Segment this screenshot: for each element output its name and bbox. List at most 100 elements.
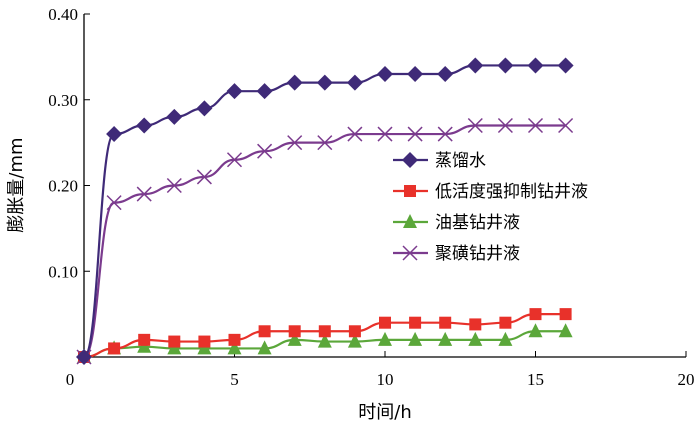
x-tick-label: 5 bbox=[230, 370, 239, 389]
legend-item: 油基钻井液 bbox=[393, 213, 520, 233]
x-tick-label: 15 bbox=[527, 370, 544, 389]
square-marker bbox=[228, 333, 241, 346]
cross-stroke bbox=[287, 135, 303, 151]
cross-marker bbox=[196, 169, 212, 185]
diamond-marker bbox=[407, 66, 424, 83]
legend-label: 油基钻井液 bbox=[435, 213, 520, 233]
triangle-marker bbox=[287, 331, 302, 346]
triangle-marker bbox=[257, 340, 272, 355]
x-axis-label: 时间/h bbox=[358, 402, 411, 423]
series-1 bbox=[78, 308, 572, 363]
square-marker bbox=[318, 325, 331, 338]
series-line bbox=[82, 64, 566, 359]
cross-marker bbox=[437, 126, 453, 142]
triangle-marker bbox=[438, 331, 453, 346]
square-marker bbox=[138, 333, 151, 346]
y-tick-label: 0.20 bbox=[48, 177, 78, 196]
diamond-marker bbox=[106, 126, 123, 143]
cross-marker bbox=[407, 126, 423, 142]
x-tick-label: 10 bbox=[377, 370, 394, 389]
triangle-marker bbox=[558, 323, 573, 338]
x-tick-label: 20 bbox=[678, 370, 695, 389]
cross-marker bbox=[136, 186, 152, 202]
diamond-marker bbox=[377, 66, 393, 83]
legend-label: 聚磺钻井液 bbox=[435, 244, 520, 264]
legend-label: 低活度强抑制钻井液 bbox=[435, 182, 588, 202]
cross-marker bbox=[377, 126, 393, 142]
diamond-marker bbox=[437, 66, 454, 83]
cross-marker bbox=[226, 152, 243, 168]
legend-item: 低活度强抑制钻井液 bbox=[393, 182, 588, 202]
triangle-marker bbox=[227, 340, 242, 355]
diamond-marker bbox=[527, 57, 544, 74]
cross-stroke bbox=[226, 152, 243, 168]
cross-marker bbox=[467, 117, 483, 134]
triangle-marker bbox=[378, 331, 392, 346]
square-marker bbox=[499, 316, 512, 329]
cross-stroke bbox=[437, 126, 453, 142]
square-marker bbox=[559, 308, 572, 321]
cross-stroke bbox=[467, 117, 483, 134]
square-marker bbox=[439, 316, 452, 329]
square-marker bbox=[404, 185, 416, 197]
cross-stroke bbox=[527, 117, 544, 134]
cross-stroke bbox=[257, 143, 273, 159]
cross-stroke bbox=[402, 245, 418, 261]
diamond-marker bbox=[467, 57, 484, 74]
cross-marker bbox=[527, 117, 544, 134]
cross-stroke bbox=[347, 126, 363, 142]
cross-stroke bbox=[377, 126, 393, 142]
triangle-marker bbox=[498, 331, 513, 346]
square-marker bbox=[288, 325, 301, 338]
y-tick-label: 0.30 bbox=[48, 91, 78, 110]
square-marker bbox=[168, 335, 181, 348]
cross-stroke bbox=[166, 177, 182, 194]
y-axis-label: 膨胀量/mm bbox=[6, 137, 27, 232]
diamond-marker bbox=[557, 57, 574, 74]
diamond-marker bbox=[497, 57, 514, 74]
cross-marker bbox=[287, 135, 303, 151]
cross-marker bbox=[402, 245, 418, 261]
triangle-marker bbox=[468, 331, 483, 346]
diamond-marker bbox=[402, 152, 418, 168]
cross-stroke bbox=[196, 169, 212, 185]
y-tick-label: 0.10 bbox=[48, 262, 78, 281]
cross-marker bbox=[106, 195, 122, 211]
diamond-marker bbox=[346, 74, 363, 91]
diamond-marker bbox=[76, 349, 92, 365]
series-3 bbox=[76, 117, 574, 365]
square-marker bbox=[469, 318, 482, 331]
legend-item: 聚磺钻井液 bbox=[393, 244, 520, 264]
square-marker bbox=[529, 308, 542, 321]
axes: 0.10 0.20 0.30 0.40 0 5 10 15 20 bbox=[48, 5, 694, 389]
cross-marker bbox=[558, 117, 574, 134]
diamond-marker bbox=[256, 83, 273, 100]
cross-marker bbox=[317, 135, 333, 151]
square-marker bbox=[198, 335, 211, 348]
diamond-marker bbox=[136, 117, 153, 134]
triangle-marker bbox=[403, 214, 417, 228]
cross-stroke bbox=[497, 117, 513, 134]
cross-marker bbox=[166, 177, 182, 194]
series-line bbox=[83, 124, 566, 359]
cross-stroke bbox=[136, 186, 152, 202]
square-marker bbox=[258, 325, 271, 338]
square-marker bbox=[348, 325, 361, 338]
diamond-marker bbox=[316, 74, 333, 91]
diamond-marker bbox=[226, 83, 243, 100]
legend-label: 蒸馏水 bbox=[435, 151, 486, 171]
cross-stroke bbox=[407, 126, 423, 142]
cross-stroke bbox=[106, 195, 122, 211]
triangle-marker bbox=[408, 331, 423, 346]
diamond-marker bbox=[166, 108, 183, 125]
cross-marker bbox=[257, 143, 273, 159]
cross-marker bbox=[497, 117, 513, 134]
triangle-marker bbox=[317, 333, 332, 348]
y-tick-label: 0.40 bbox=[48, 5, 78, 24]
cross-stroke bbox=[558, 117, 574, 134]
series-layer bbox=[76, 57, 574, 365]
cross-stroke bbox=[317, 135, 333, 151]
square-marker bbox=[409, 316, 422, 329]
